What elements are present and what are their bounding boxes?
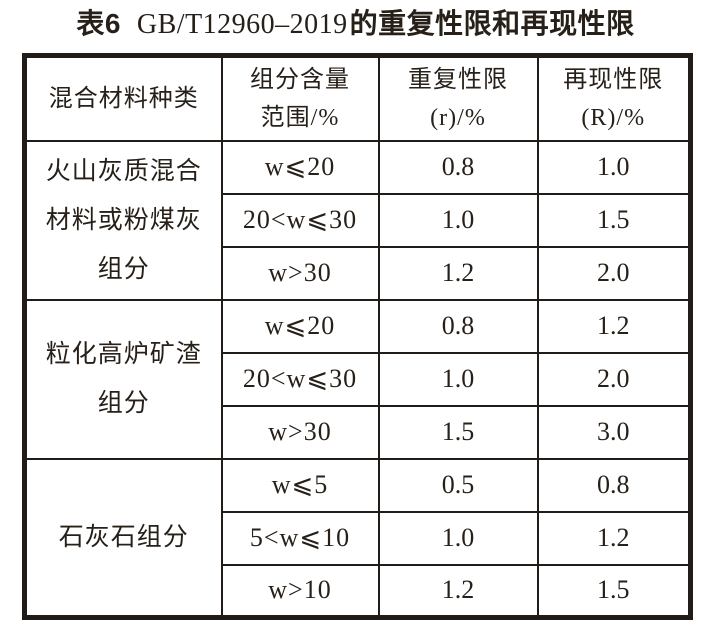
r-value-cell: 0.5: [377, 457, 539, 513]
header-r-line2: (r)/%: [430, 104, 486, 131]
table-row: w>30 1.5 3.0: [25, 404, 692, 460]
table-row: 火山灰质混合 材料或粉煤灰 组分 w⩽20 0.8 1.0: [23, 139, 692, 301]
header-range-line2: 范围/%: [260, 104, 340, 131]
r-value-cell: 1.0: [377, 510, 539, 566]
range-cell: w⩽5: [220, 457, 380, 513]
material-line: 粒化高炉矿渣: [45, 341, 202, 368]
header-range-line1: 组分含量: [250, 66, 350, 93]
r-value-cell: 0.8: [377, 139, 539, 195]
table-caption-subject: 的重复性限和再现性限: [349, 8, 635, 39]
table-row: w>10 1.2 1.5: [25, 563, 692, 619]
header-material-type: 混合材料种类: [23, 54, 223, 142]
range-cell: w>10: [220, 563, 380, 619]
R-value-cell: 1.2: [536, 298, 692, 354]
header-repeatability-limit: 重复性限 (r)/%: [377, 54, 539, 142]
material-line: 石灰石组分: [58, 523, 189, 551]
R-value-cell: 1.5: [536, 563, 692, 619]
table-row: 5<w⩽10 1.0 1.2: [25, 510, 692, 566]
header-reproducibility-limit: 再现性限 (R)/%: [536, 54, 692, 142]
material-line: 火山灰质混合: [45, 157, 202, 185]
header-r-line1: 重复性限: [408, 66, 508, 93]
table-row: 粒化高炉矿渣 组分 w⩽20 0.8 1.2: [23, 298, 692, 460]
header-R-line1: 再现性限: [563, 66, 664, 93]
R-value-cell: 1.0: [536, 139, 692, 195]
range-cell: w>30: [220, 404, 380, 460]
R-value-cell: 2.0: [536, 351, 692, 407]
material-line: 组分: [97, 390, 150, 417]
range-cell: w⩽20: [220, 139, 380, 195]
range-cell: w>30: [220, 245, 380, 301]
material-cell-slag: 粒化高炉矿渣 组分: [23, 298, 223, 460]
repeatability-limits-table: 混合材料种类 组分含量 范围/% 重复性限 (r)/% 再现性限 (R)/% 火…: [22, 53, 693, 620]
header-material-line: 混合材料种类: [48, 85, 199, 112]
r-value-cell: 1.0: [377, 192, 539, 248]
table-row: 20<w⩽30 1.0 2.0: [25, 351, 692, 407]
R-value-cell: 3.0: [536, 404, 692, 460]
range-cell: w⩽20: [220, 298, 380, 354]
material-cell-pozzolan: 火山灰质混合 材料或粉煤灰 组分: [23, 139, 223, 301]
material-cell-limestone: 石灰石组分: [23, 457, 223, 619]
table-row: 20<w⩽30 1.0 1.5: [25, 192, 692, 248]
range-cell: 5<w⩽10: [220, 510, 380, 566]
R-value-cell: 0.8: [536, 457, 692, 513]
range-cell: 20<w⩽30: [220, 351, 380, 407]
R-value-cell: 1.2: [536, 510, 692, 566]
header-R-line2: (R)/%: [581, 104, 646, 131]
table-row: w>30 1.2 2.0: [25, 245, 692, 301]
table-caption: 表6 GB/T12960–2019的重复性限和再现性限: [0, 0, 711, 43]
r-value-cell: 1.2: [377, 245, 539, 301]
range-cell: 20<w⩽30: [220, 192, 380, 248]
r-value-cell: 1.0: [377, 351, 539, 407]
table-row: 石灰石组分 w⩽5 0.5 0.8: [23, 457, 692, 619]
R-value-cell: 1.5: [536, 192, 692, 248]
r-value-cell: 1.5: [377, 404, 539, 460]
R-value-cell: 2.0: [536, 245, 692, 301]
table-caption-number: 表6: [76, 8, 121, 39]
r-value-cell: 1.2: [377, 563, 539, 619]
r-value-cell: 0.8: [377, 298, 539, 354]
table-caption-standard: GB/T12960–2019: [136, 9, 348, 40]
header-row: 混合材料种类 组分含量 范围/% 重复性限 (r)/% 再现性限 (R)/%: [23, 54, 692, 142]
material-line: 材料或粉煤灰: [45, 206, 202, 234]
material-line: 组分: [97, 255, 150, 283]
header-content-range: 组分含量 范围/%: [220, 54, 380, 142]
